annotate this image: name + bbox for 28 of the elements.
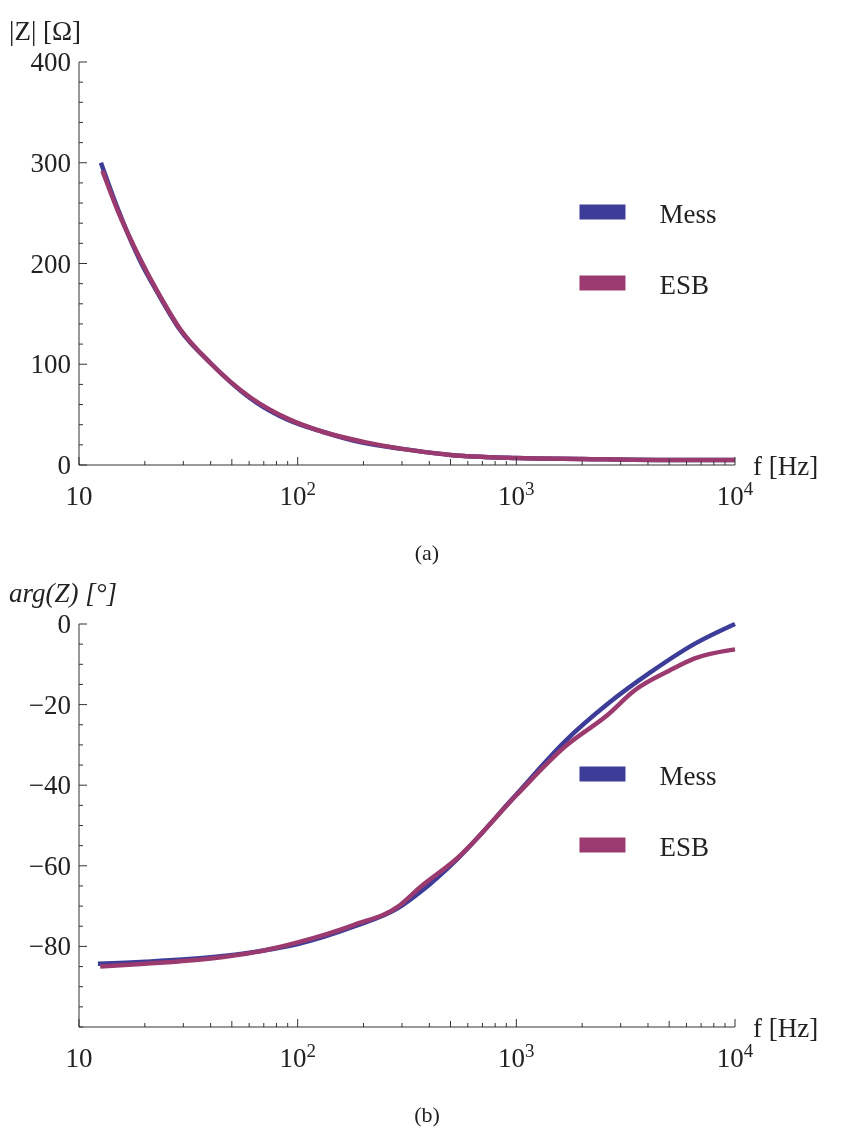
y-tick-label: −40 — [28, 770, 71, 801]
x-tick-label: 10$^{4}$ — [716, 477, 754, 511]
y-tick-label: 300 — [30, 147, 71, 178]
y-tick-label: 0 — [57, 450, 71, 480]
legend-label: Mess — [659, 760, 717, 791]
text: (b) — [414, 1102, 440, 1127]
y-tick-label: 100 — [30, 349, 71, 380]
x-tick-label: 10$^{2}$ — [279, 1039, 316, 1073]
x-tick-label: 10 — [65, 481, 93, 511]
legend-label: ESB — [659, 831, 710, 862]
y-tick-label: −80 — [28, 931, 71, 962]
x-axis-title: f [Hz] — [753, 1013, 819, 1043]
text: (a) — [414, 540, 440, 565]
y-tick-label: 200 — [30, 248, 71, 279]
y-tick-label: 400 — [30, 47, 71, 77]
x-tick-label: 10$^{3}$ — [498, 477, 535, 511]
legend-label: Mess — [659, 198, 717, 229]
x-tick-label: 10$^{2}$ — [279, 477, 316, 511]
y-axis-title: arg(Z) [°] — [9, 578, 118, 608]
y-tick-label: −60 — [28, 850, 71, 881]
y-tick-label: −20 — [28, 689, 71, 720]
y-axis-title: |Z| [Ω] — [9, 16, 82, 46]
y-tick-label: 0 — [57, 609, 71, 639]
x-axis-title: f [Hz] — [753, 451, 819, 481]
x-tick-label: 10 — [65, 1043, 93, 1073]
x-tick-label: 10$^{4}$ — [716, 1039, 754, 1073]
legend-label: ESB — [659, 269, 710, 300]
x-tick-label: 10$^{3}$ — [498, 1039, 535, 1073]
